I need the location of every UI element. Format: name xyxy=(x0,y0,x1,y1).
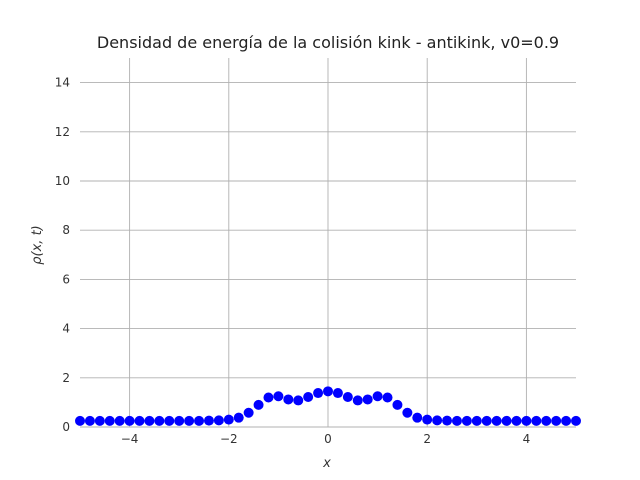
data-point xyxy=(432,415,443,426)
data-point xyxy=(174,415,185,426)
data-point xyxy=(372,391,383,402)
data-point xyxy=(442,415,453,426)
x-tick-label: 4 xyxy=(523,432,531,446)
y-axis-label: ρ(x, t) xyxy=(30,225,45,264)
data-point xyxy=(84,415,95,426)
x-axis-label: x xyxy=(322,456,331,471)
y-tick-label: 14 xyxy=(55,76,70,90)
data-point xyxy=(94,415,105,426)
data-point xyxy=(561,415,572,426)
data-point xyxy=(134,415,145,426)
data-point xyxy=(243,407,254,418)
data-point xyxy=(541,415,552,426)
x-tick-label: −4 xyxy=(121,432,139,446)
data-point xyxy=(392,399,403,410)
data-point xyxy=(342,391,353,402)
data-point xyxy=(352,395,363,406)
data-point xyxy=(451,415,462,426)
data-point xyxy=(273,391,284,402)
y-tick-labels: 0 2 4 6 8 10 12 14 xyxy=(55,76,70,434)
data-point xyxy=(323,386,333,397)
x-tick-label: −2 xyxy=(220,432,238,446)
data-point xyxy=(412,412,423,423)
data-point xyxy=(481,415,492,426)
data-point xyxy=(104,415,115,426)
data-point xyxy=(223,414,234,425)
y-tick-label: 8 xyxy=(62,223,70,237)
data-point xyxy=(263,392,274,403)
data-point xyxy=(491,415,502,426)
data-point xyxy=(233,412,244,423)
data-point xyxy=(194,415,205,426)
y-tick-label: 6 xyxy=(62,272,70,286)
data-point xyxy=(144,415,155,426)
x-tick-label: 0 xyxy=(324,432,332,446)
chart-title: Densidad de energía de la colisión kink … xyxy=(97,33,559,52)
data-point xyxy=(571,415,581,426)
y-tick-label: 2 xyxy=(62,371,70,385)
data-point xyxy=(75,415,85,426)
data-point xyxy=(184,415,195,426)
data-point xyxy=(501,415,512,426)
data-point xyxy=(124,415,135,426)
data-point xyxy=(461,415,472,426)
data-point xyxy=(283,394,294,405)
data-point xyxy=(313,388,324,399)
data-point xyxy=(293,395,304,406)
data-point xyxy=(521,415,532,426)
data-points xyxy=(75,386,581,426)
y-tick-label: 4 xyxy=(62,322,70,336)
data-point xyxy=(531,415,542,426)
data-point xyxy=(362,394,373,405)
data-point xyxy=(303,391,314,402)
data-point xyxy=(511,415,522,426)
data-point xyxy=(332,388,343,399)
data-point xyxy=(154,415,165,426)
data-point xyxy=(551,415,562,426)
y-tick-label: 0 xyxy=(62,420,70,434)
data-point xyxy=(402,407,413,418)
x-tick-label: 2 xyxy=(423,432,431,446)
y-tick-label: 10 xyxy=(55,174,70,188)
data-point xyxy=(164,415,175,426)
data-point xyxy=(422,414,433,425)
data-point xyxy=(213,415,224,426)
grid xyxy=(80,58,576,428)
data-point xyxy=(203,415,214,426)
data-point xyxy=(471,415,482,426)
x-tick-labels: −4 −2 0 2 4 xyxy=(121,432,530,446)
data-point xyxy=(253,399,264,410)
data-point xyxy=(114,415,125,426)
data-point xyxy=(382,392,393,403)
y-tick-label: 12 xyxy=(55,125,70,139)
